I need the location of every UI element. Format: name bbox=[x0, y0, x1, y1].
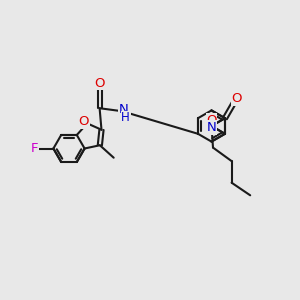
Text: F: F bbox=[31, 142, 38, 155]
Text: O: O bbox=[94, 77, 105, 90]
Text: O: O bbox=[206, 114, 217, 127]
Text: O: O bbox=[231, 92, 242, 105]
Text: N: N bbox=[207, 121, 216, 134]
Text: N: N bbox=[118, 103, 128, 116]
Text: O: O bbox=[78, 116, 89, 128]
Text: H: H bbox=[121, 111, 130, 124]
